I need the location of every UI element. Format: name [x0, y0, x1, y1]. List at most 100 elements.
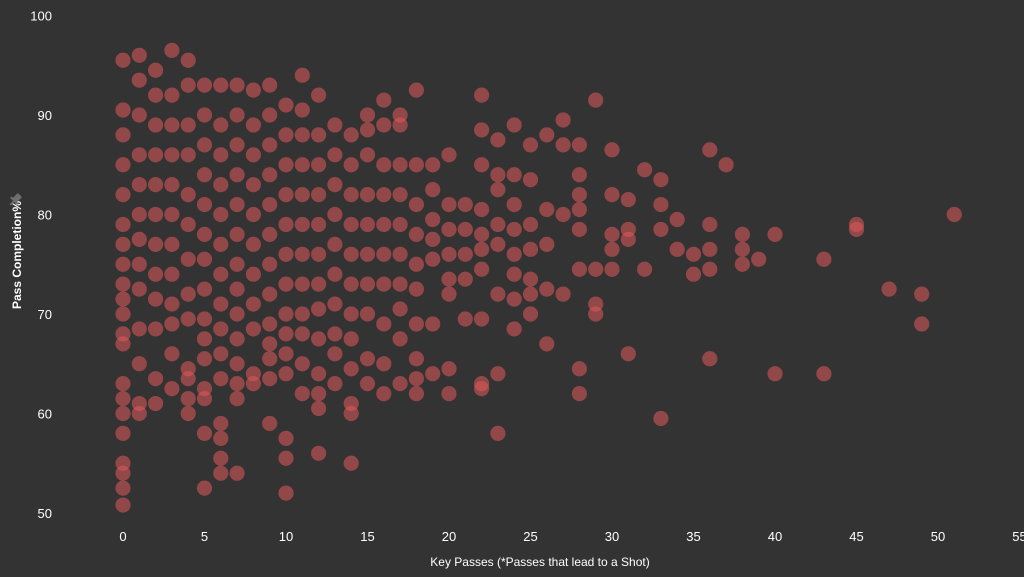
data-point[interactable]	[343, 216, 359, 233]
data-point[interactable]	[131, 231, 147, 247]
data-point[interactable]	[474, 226, 490, 242]
data-point[interactable]	[213, 236, 229, 252]
data-point[interactable]	[457, 311, 473, 327]
data-point[interactable]	[327, 346, 343, 362]
data-point[interactable]	[294, 386, 310, 402]
data-point[interactable]	[278, 187, 294, 203]
data-point[interactable]	[278, 326, 294, 342]
data-point[interactable]	[327, 376, 343, 392]
data-point[interactable]	[311, 386, 327, 402]
data-point[interactable]	[539, 127, 555, 143]
data-point[interactable]	[441, 221, 457, 238]
data-point[interactable]	[408, 82, 424, 98]
data-point[interactable]	[669, 211, 685, 228]
data-point[interactable]	[245, 296, 261, 312]
data-point[interactable]	[115, 405, 131, 422]
data-point[interactable]	[131, 405, 147, 422]
data-point[interactable]	[164, 236, 180, 252]
data-point[interactable]	[148, 236, 164, 252]
data-point[interactable]	[115, 497, 131, 513]
data-point[interactable]	[539, 336, 555, 352]
data-point[interactable]	[359, 306, 376, 322]
data-point[interactable]	[327, 177, 343, 193]
data-point[interactable]	[196, 77, 213, 93]
data-point[interactable]	[213, 465, 229, 481]
data-point[interactable]	[506, 167, 522, 183]
data-point[interactable]	[522, 216, 539, 233]
data-point[interactable]	[180, 390, 196, 407]
data-point[interactable]	[229, 306, 245, 322]
data-point[interactable]	[148, 321, 164, 337]
data-point[interactable]	[164, 381, 180, 397]
data-point[interactable]	[180, 77, 196, 93]
data-point[interactable]	[294, 216, 310, 233]
data-point[interactable]	[604, 226, 620, 242]
data-point[interactable]	[539, 201, 555, 218]
data-point[interactable]	[327, 236, 343, 252]
data-point[interactable]	[245, 236, 261, 252]
data-point[interactable]	[359, 216, 376, 233]
data-point[interactable]	[457, 221, 473, 238]
data-point[interactable]	[425, 182, 441, 198]
data-point[interactable]	[490, 425, 506, 441]
data-point[interactable]	[425, 366, 441, 382]
data-point[interactable]	[474, 241, 490, 257]
data-point[interactable]	[245, 376, 261, 392]
data-point[interactable]	[213, 147, 229, 163]
data-point[interactable]	[294, 187, 310, 203]
data-point[interactable]	[702, 241, 718, 257]
data-point[interactable]	[262, 226, 278, 242]
data-point[interactable]	[490, 167, 506, 183]
data-point[interactable]	[604, 261, 620, 277]
data-point[interactable]	[278, 430, 294, 446]
data-point[interactable]	[571, 167, 588, 183]
data-point[interactable]	[474, 201, 490, 218]
data-point[interactable]	[588, 92, 604, 108]
data-point[interactable]	[311, 187, 327, 203]
data-point[interactable]	[408, 351, 424, 367]
data-point[interactable]	[229, 196, 245, 213]
data-point[interactable]	[343, 306, 359, 322]
data-point[interactable]	[751, 251, 767, 267]
data-point[interactable]	[213, 177, 229, 193]
data-point[interactable]	[294, 127, 310, 143]
data-point[interactable]	[229, 256, 245, 272]
data-point[interactable]	[148, 62, 164, 78]
data-point[interactable]	[262, 256, 278, 272]
data-point[interactable]	[506, 266, 522, 282]
data-point[interactable]	[229, 281, 245, 297]
data-point[interactable]	[408, 157, 424, 173]
data-point[interactable]	[196, 137, 213, 153]
data-point[interactable]	[359, 147, 376, 163]
data-point[interactable]	[327, 296, 343, 312]
data-point[interactable]	[180, 311, 196, 327]
data-point[interactable]	[115, 306, 131, 322]
data-point[interactable]	[474, 261, 490, 277]
data-point[interactable]	[164, 177, 180, 193]
data-point[interactable]	[685, 246, 702, 262]
data-point[interactable]	[343, 246, 359, 262]
data-point[interactable]	[620, 346, 636, 362]
data-point[interactable]	[359, 187, 376, 203]
data-point[interactable]	[522, 137, 539, 153]
data-point[interactable]	[441, 246, 457, 262]
data-point[interactable]	[425, 316, 441, 332]
data-point[interactable]	[311, 276, 327, 292]
data-point[interactable]	[555, 137, 571, 153]
data-point[interactable]	[392, 331, 408, 347]
data-point[interactable]	[588, 261, 604, 277]
data-point[interactable]	[311, 301, 327, 317]
data-point[interactable]	[653, 172, 669, 188]
data-point[interactable]	[441, 361, 457, 377]
data-point[interactable]	[702, 142, 718, 158]
data-point[interactable]	[571, 201, 588, 218]
data-point[interactable]	[213, 117, 229, 133]
data-point[interactable]	[245, 82, 261, 98]
data-point[interactable]	[131, 256, 147, 272]
data-point[interactable]	[392, 276, 408, 292]
data-point[interactable]	[131, 107, 147, 123]
data-point[interactable]	[278, 157, 294, 173]
data-point[interactable]	[392, 157, 408, 173]
data-point[interactable]	[571, 221, 588, 238]
data-point[interactable]	[408, 256, 424, 272]
